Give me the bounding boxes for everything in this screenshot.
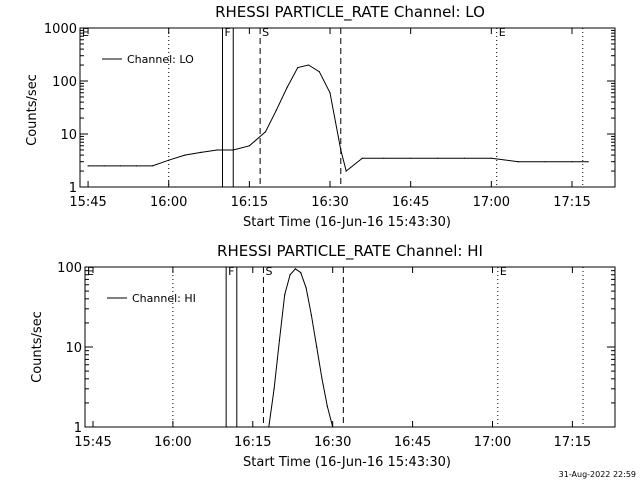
chart-title: RHESSI PARTICLE_RATE Channel: HI <box>217 242 483 261</box>
data-point <box>275 109 277 111</box>
data-point <box>517 161 519 163</box>
marker-label: E <box>500 265 507 278</box>
data-point <box>200 151 202 153</box>
data-point <box>232 149 234 151</box>
x-tick-label: 16:15 <box>234 435 271 450</box>
data-point <box>326 405 328 408</box>
plot-frame <box>79 27 616 188</box>
data-point <box>318 71 320 73</box>
data-point <box>284 294 286 296</box>
x-tick-label: 16:00 <box>150 195 187 210</box>
x-axis-label: Start Time (16-Jun-16 15:43:30) <box>243 215 451 230</box>
series-line <box>88 64 589 172</box>
data-point <box>436 157 439 159</box>
marker-label: F <box>224 26 230 39</box>
data-point <box>87 165 89 167</box>
data-point <box>216 149 218 151</box>
data-point <box>168 159 170 161</box>
data-point <box>278 340 281 342</box>
data-point <box>340 149 342 151</box>
data-point <box>119 165 121 167</box>
data-point <box>286 87 288 89</box>
data-point <box>300 272 302 274</box>
data-point <box>305 287 307 289</box>
x-tick-label: 16:30 <box>314 435 351 450</box>
x-tick-label: 16:15 <box>231 195 268 210</box>
data-point <box>321 378 323 380</box>
x-tick-label: 17:15 <box>553 195 590 210</box>
x-tick-label: 16:00 <box>154 435 191 450</box>
data-point <box>490 157 492 159</box>
data-point <box>571 161 573 163</box>
data-point <box>307 64 310 66</box>
legend-label: Channel: LO <box>127 53 194 66</box>
data-point <box>268 426 270 428</box>
x-tick-label: 16:45 <box>392 195 429 210</box>
marker-label: E <box>87 265 94 278</box>
data-point <box>151 165 154 167</box>
marker-label: E <box>82 26 89 39</box>
data-point <box>297 66 299 69</box>
data-point <box>294 268 297 270</box>
data-point <box>184 154 186 156</box>
y-tick-label: 10 <box>60 128 77 143</box>
x-tick-label: 17:00 <box>474 435 511 450</box>
data-point <box>289 274 291 276</box>
data-point <box>316 346 318 348</box>
x-tick-label: 17:15 <box>554 435 591 450</box>
data-point <box>264 131 267 133</box>
y-tick-label: 100 <box>57 261 82 276</box>
plot-frame <box>84 266 616 428</box>
data-point <box>273 388 275 390</box>
data-point <box>383 157 385 159</box>
x-axis-label: Start Time (16-Jun-16 15:43:30) <box>243 455 451 470</box>
marker-label: S <box>265 265 272 278</box>
series-line <box>268 268 334 428</box>
x-tick-label: 16:30 <box>311 195 348 210</box>
data-point <box>345 170 347 172</box>
marker-label: F <box>228 265 234 278</box>
data-point <box>463 157 466 159</box>
data-point <box>332 426 334 428</box>
data-point <box>135 165 138 167</box>
y-axis-label: Counts/sec <box>25 74 40 146</box>
data-point <box>310 314 312 316</box>
chart-title: RHESSI PARTICLE_RATE Channel: LO <box>215 3 485 22</box>
y-tick-label: 100 <box>52 75 77 90</box>
panel-lo: RHESSI PARTICLE_RATE Channel: LO Start T… <box>25 3 616 230</box>
x-tick-label: 15:45 <box>69 195 106 210</box>
x-tick-label: 16:45 <box>394 435 431 450</box>
legend-label: Channel: HI <box>132 292 196 305</box>
data-point <box>329 92 331 94</box>
data-point <box>361 157 363 159</box>
y-tick-label: 1 <box>69 181 77 196</box>
y-tick-label: 1000 <box>44 22 77 37</box>
footer-timestamp: 31-Aug-2022 22:59 <box>559 470 636 479</box>
x-tick-label: 17:00 <box>473 195 510 210</box>
y-tick-label: 10 <box>65 341 82 356</box>
data-point <box>103 165 105 167</box>
data-point <box>544 161 546 163</box>
x-tick-label: 15:45 <box>74 435 111 450</box>
data-point <box>587 161 589 163</box>
data-point <box>248 145 250 147</box>
marker-label: S <box>262 26 269 39</box>
y-axis-label: Counts/sec <box>30 311 45 383</box>
marker-label: E <box>499 26 506 39</box>
panel-hi: RHESSI PARTICLE_RATE Channel: HI Start T… <box>30 242 616 470</box>
data-point <box>410 157 412 159</box>
y-tick-label: 1 <box>74 421 82 436</box>
